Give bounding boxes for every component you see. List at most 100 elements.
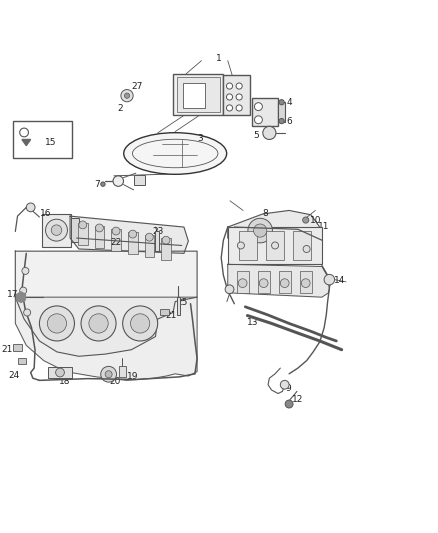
Bar: [293, 231, 311, 260]
Circle shape: [39, 306, 74, 341]
Bar: [258, 271, 270, 293]
Text: ▶: ▶: [191, 93, 196, 98]
Circle shape: [112, 227, 120, 235]
Text: 18: 18: [59, 377, 71, 386]
Circle shape: [272, 242, 279, 249]
Bar: [155, 231, 159, 251]
Text: 8: 8: [262, 208, 268, 217]
Text: 20: 20: [109, 377, 120, 386]
Bar: [279, 271, 291, 293]
Text: 17: 17: [7, 290, 19, 300]
Bar: [128, 232, 138, 254]
Circle shape: [248, 219, 272, 243]
Circle shape: [226, 105, 233, 111]
Circle shape: [79, 221, 87, 229]
Circle shape: [226, 94, 233, 100]
Text: 25: 25: [176, 298, 187, 307]
Circle shape: [225, 285, 234, 294]
Bar: [239, 231, 257, 260]
Circle shape: [22, 268, 29, 274]
Bar: [177, 77, 220, 112]
Circle shape: [285, 400, 293, 408]
Circle shape: [51, 225, 62, 236]
Circle shape: [254, 103, 262, 110]
Bar: [266, 231, 284, 260]
Text: 11: 11: [318, 222, 330, 231]
Circle shape: [236, 94, 242, 100]
Text: 15: 15: [45, 139, 56, 148]
Text: 2: 2: [118, 104, 123, 114]
Polygon shape: [228, 264, 331, 297]
Polygon shape: [15, 251, 197, 356]
Ellipse shape: [124, 133, 227, 174]
Polygon shape: [228, 211, 320, 251]
Circle shape: [129, 230, 137, 238]
Bar: [18, 358, 26, 364]
Bar: [42, 214, 71, 247]
Text: 6: 6: [286, 117, 292, 126]
Text: 3: 3: [198, 134, 204, 143]
Bar: [160, 309, 169, 314]
Text: 7: 7: [94, 180, 100, 189]
Bar: [13, 344, 22, 351]
Bar: [223, 75, 250, 115]
Bar: [183, 84, 205, 108]
Circle shape: [263, 126, 276, 140]
Bar: [252, 98, 278, 126]
Bar: [228, 227, 322, 264]
Circle shape: [123, 306, 158, 341]
Circle shape: [238, 279, 247, 287]
Circle shape: [17, 293, 25, 302]
Circle shape: [259, 279, 268, 287]
Bar: [278, 102, 285, 122]
Text: 16: 16: [40, 208, 52, 217]
Text: 1: 1: [216, 54, 222, 63]
Text: 5: 5: [253, 131, 259, 140]
Text: 23: 23: [152, 227, 163, 236]
Circle shape: [81, 306, 116, 341]
Circle shape: [20, 287, 27, 294]
Circle shape: [236, 83, 242, 89]
Polygon shape: [70, 216, 188, 253]
Polygon shape: [15, 297, 197, 381]
Circle shape: [124, 93, 130, 98]
Polygon shape: [17, 292, 25, 302]
Bar: [177, 297, 180, 314]
Text: 21: 21: [1, 345, 12, 354]
Bar: [145, 235, 154, 257]
Circle shape: [279, 100, 284, 105]
Circle shape: [303, 217, 309, 223]
Text: 9: 9: [285, 384, 291, 393]
Circle shape: [324, 274, 335, 285]
Bar: [13, 120, 72, 158]
Circle shape: [162, 236, 170, 244]
Bar: [48, 367, 72, 378]
Bar: [173, 74, 223, 115]
Text: 4: 4: [286, 98, 292, 107]
Bar: [300, 271, 312, 293]
Circle shape: [254, 116, 262, 124]
Text: 12: 12: [292, 395, 304, 404]
Circle shape: [237, 242, 244, 249]
Circle shape: [301, 279, 310, 287]
Circle shape: [101, 182, 105, 187]
Bar: [111, 229, 121, 251]
Circle shape: [47, 314, 67, 333]
Circle shape: [145, 233, 153, 241]
Circle shape: [280, 381, 289, 389]
Polygon shape: [22, 140, 31, 146]
Circle shape: [131, 314, 150, 333]
Bar: [71, 219, 79, 243]
Circle shape: [279, 118, 284, 124]
Text: 27: 27: [131, 83, 142, 92]
Text: 21: 21: [165, 311, 177, 320]
Circle shape: [101, 366, 117, 382]
Bar: [119, 366, 126, 377]
Circle shape: [89, 314, 108, 333]
Circle shape: [105, 371, 112, 378]
Bar: [78, 223, 88, 245]
Circle shape: [56, 368, 64, 377]
Text: 14: 14: [334, 276, 345, 285]
Text: 13: 13: [247, 318, 259, 327]
Bar: [95, 226, 104, 248]
